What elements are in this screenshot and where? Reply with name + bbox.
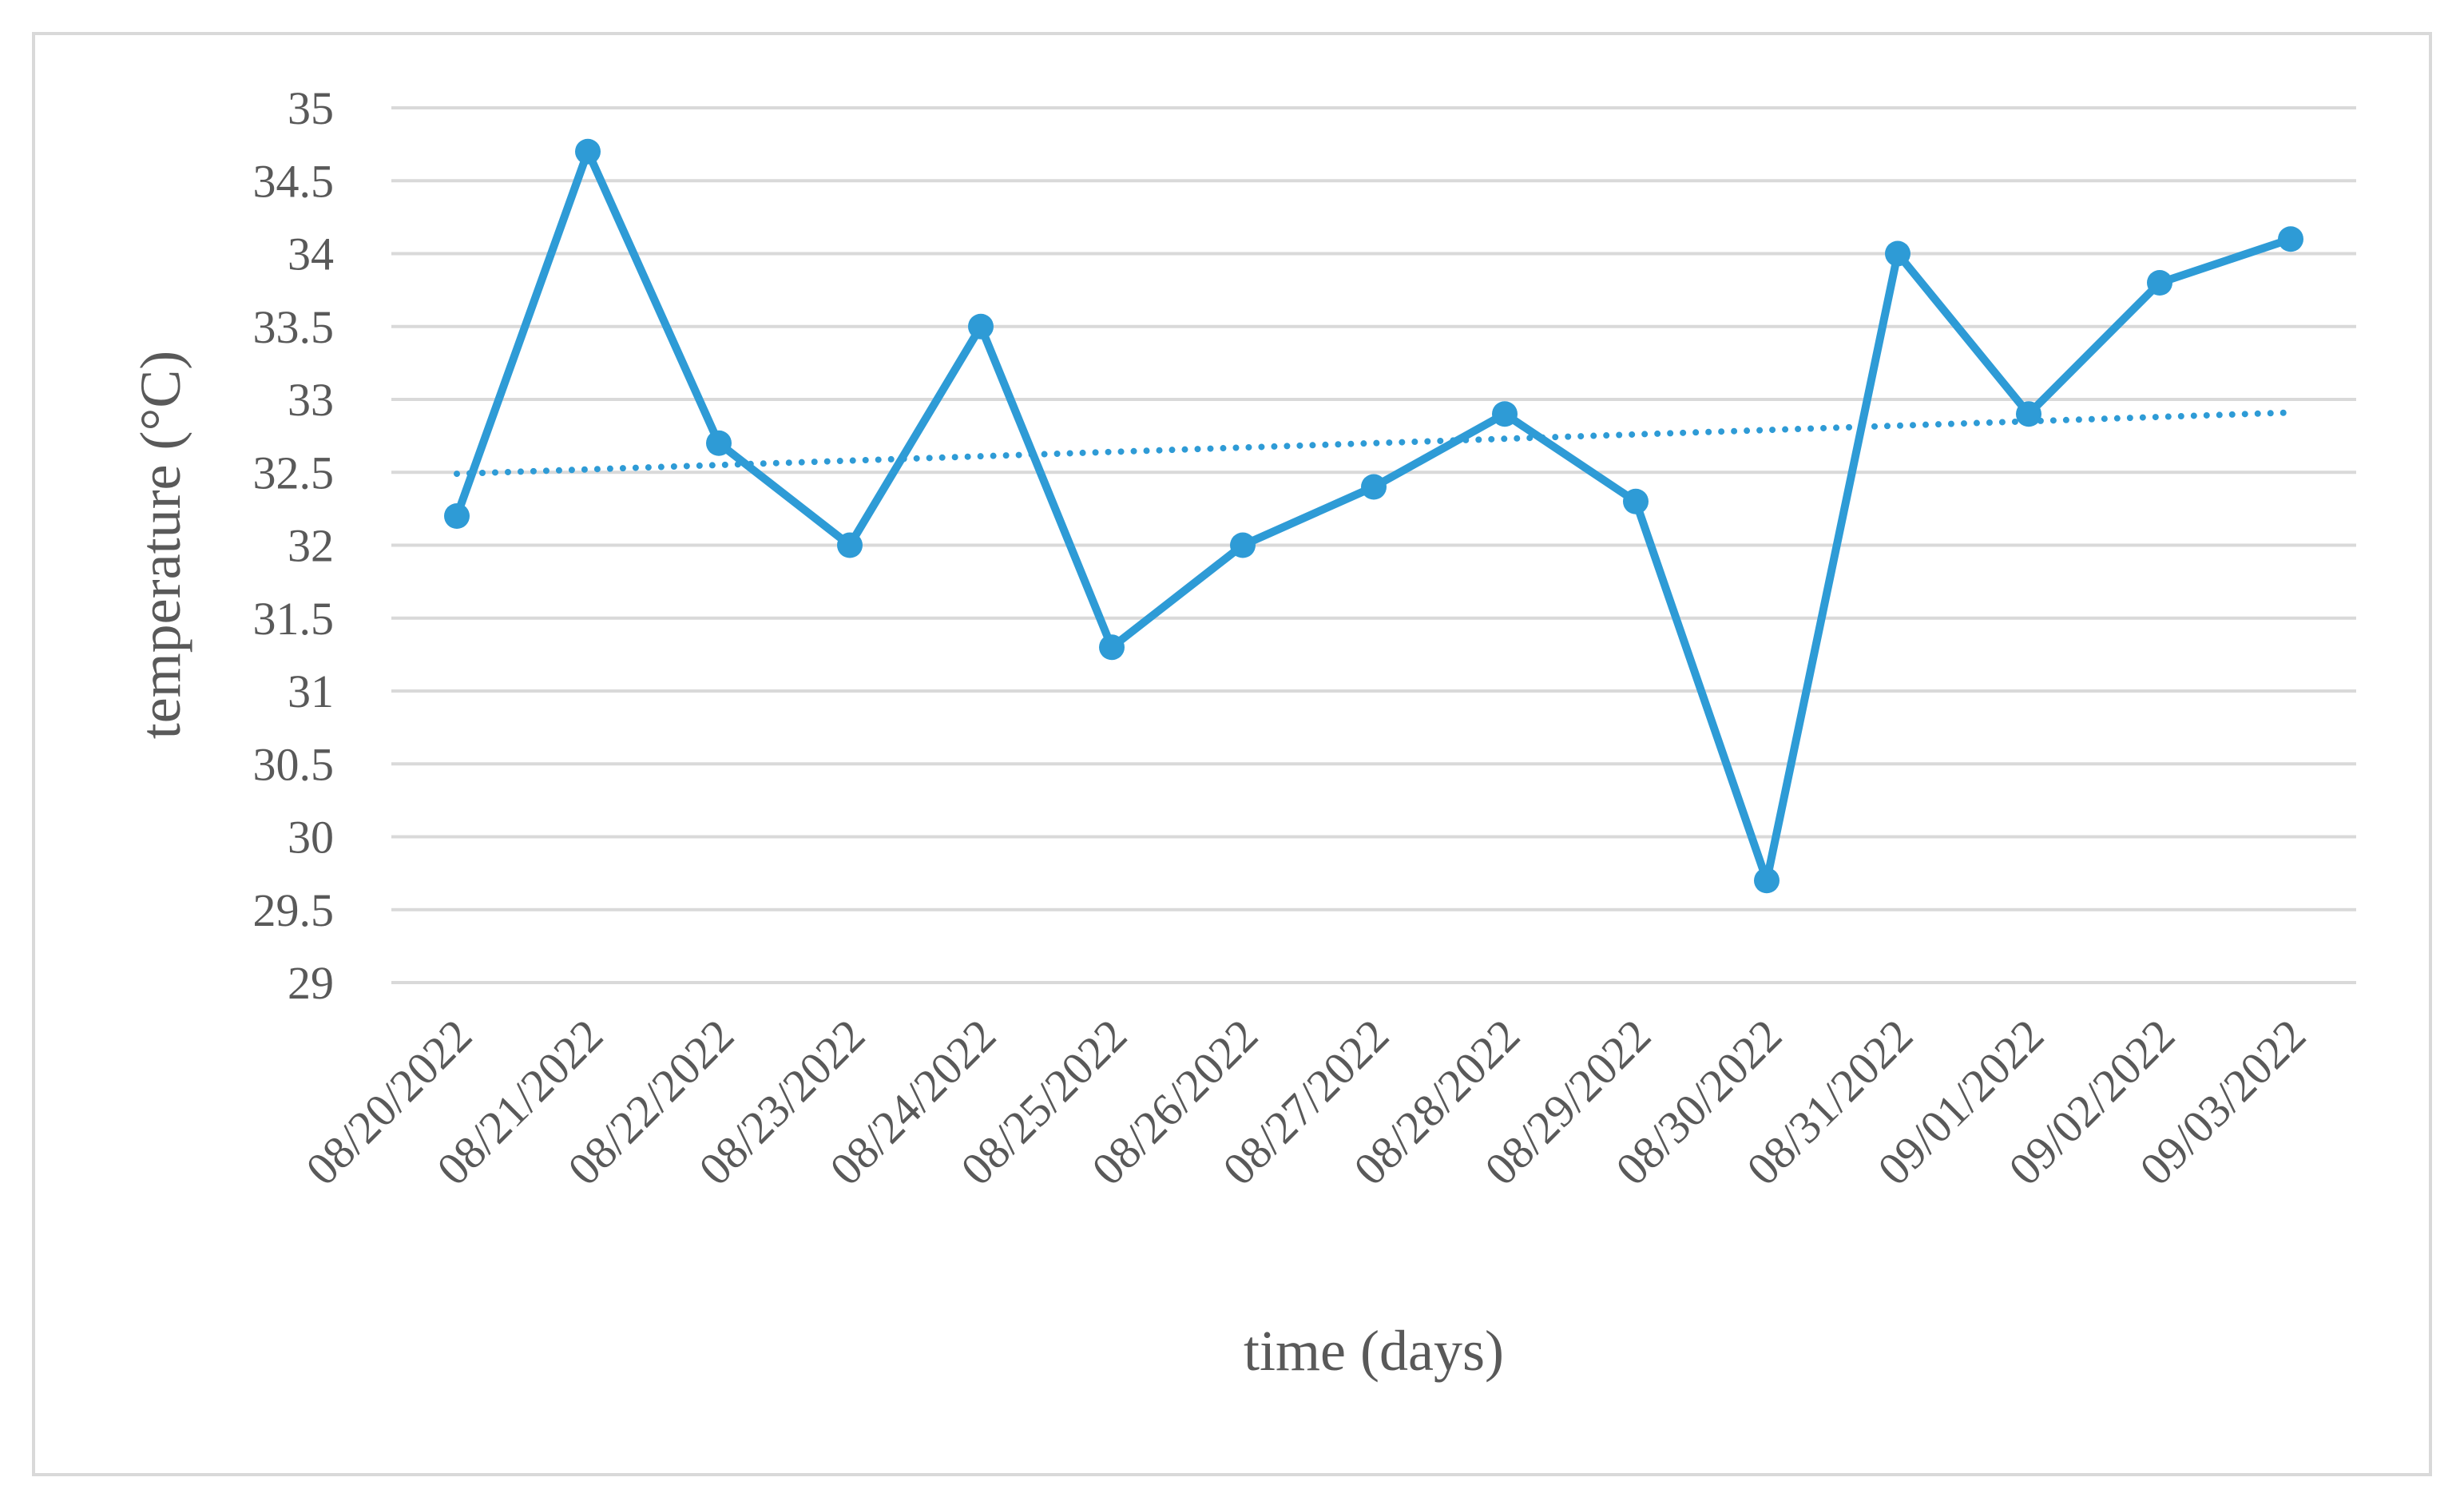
gridlines (391, 106, 2356, 984)
y-tick-label: 32.5 (253, 447, 335, 498)
data-point (1230, 532, 1256, 558)
y-tick-label: 32 (288, 520, 334, 572)
y-tick-label: 29 (288, 957, 334, 1009)
data-point (1099, 634, 1125, 661)
y-tick-label: 31.5 (253, 593, 335, 645)
data-point (2278, 226, 2303, 252)
x-tick-labels: 08/20/202208/21/202208/22/202208/23/2022… (296, 1009, 2315, 1195)
series-line (453, 147, 2295, 885)
data-point (968, 313, 994, 340)
data-point (1885, 240, 1910, 267)
series-layer (444, 138, 2303, 894)
y-tick-label: 30 (288, 812, 334, 864)
data-point (444, 503, 470, 529)
trendline-layer (454, 409, 2294, 478)
y-tick-label: 33.5 (253, 301, 335, 353)
y-axis-title: temperature (°C) (129, 351, 192, 740)
data-point (1361, 474, 1387, 500)
data-point (2016, 401, 2041, 427)
data-point (706, 430, 732, 456)
y-tick-label: 30.5 (253, 738, 335, 790)
data-point (1492, 401, 1518, 427)
data-point (575, 138, 601, 165)
data-point (2147, 270, 2172, 296)
y-tick-label: 29.5 (253, 884, 335, 936)
trendline (454, 409, 2294, 478)
y-tick-label: 33 (288, 374, 334, 426)
y-tick-labels: 29 29.5 30 30.5 31 31.5 32 32.5 33 33.5 34 34.5 35 (253, 82, 335, 1009)
y-tick-label: 34 (288, 228, 334, 280)
chart-frame (32, 32, 2432, 1476)
data-point (1623, 488, 1649, 514)
y-tick-label: 34.5 (253, 155, 335, 207)
data-point (1754, 868, 1780, 894)
y-tick-label: 35 (288, 82, 334, 134)
y-tick-label: 31 (288, 665, 334, 717)
data-point (837, 532, 863, 558)
x-axis-title: time (days) (1244, 1319, 1504, 1383)
